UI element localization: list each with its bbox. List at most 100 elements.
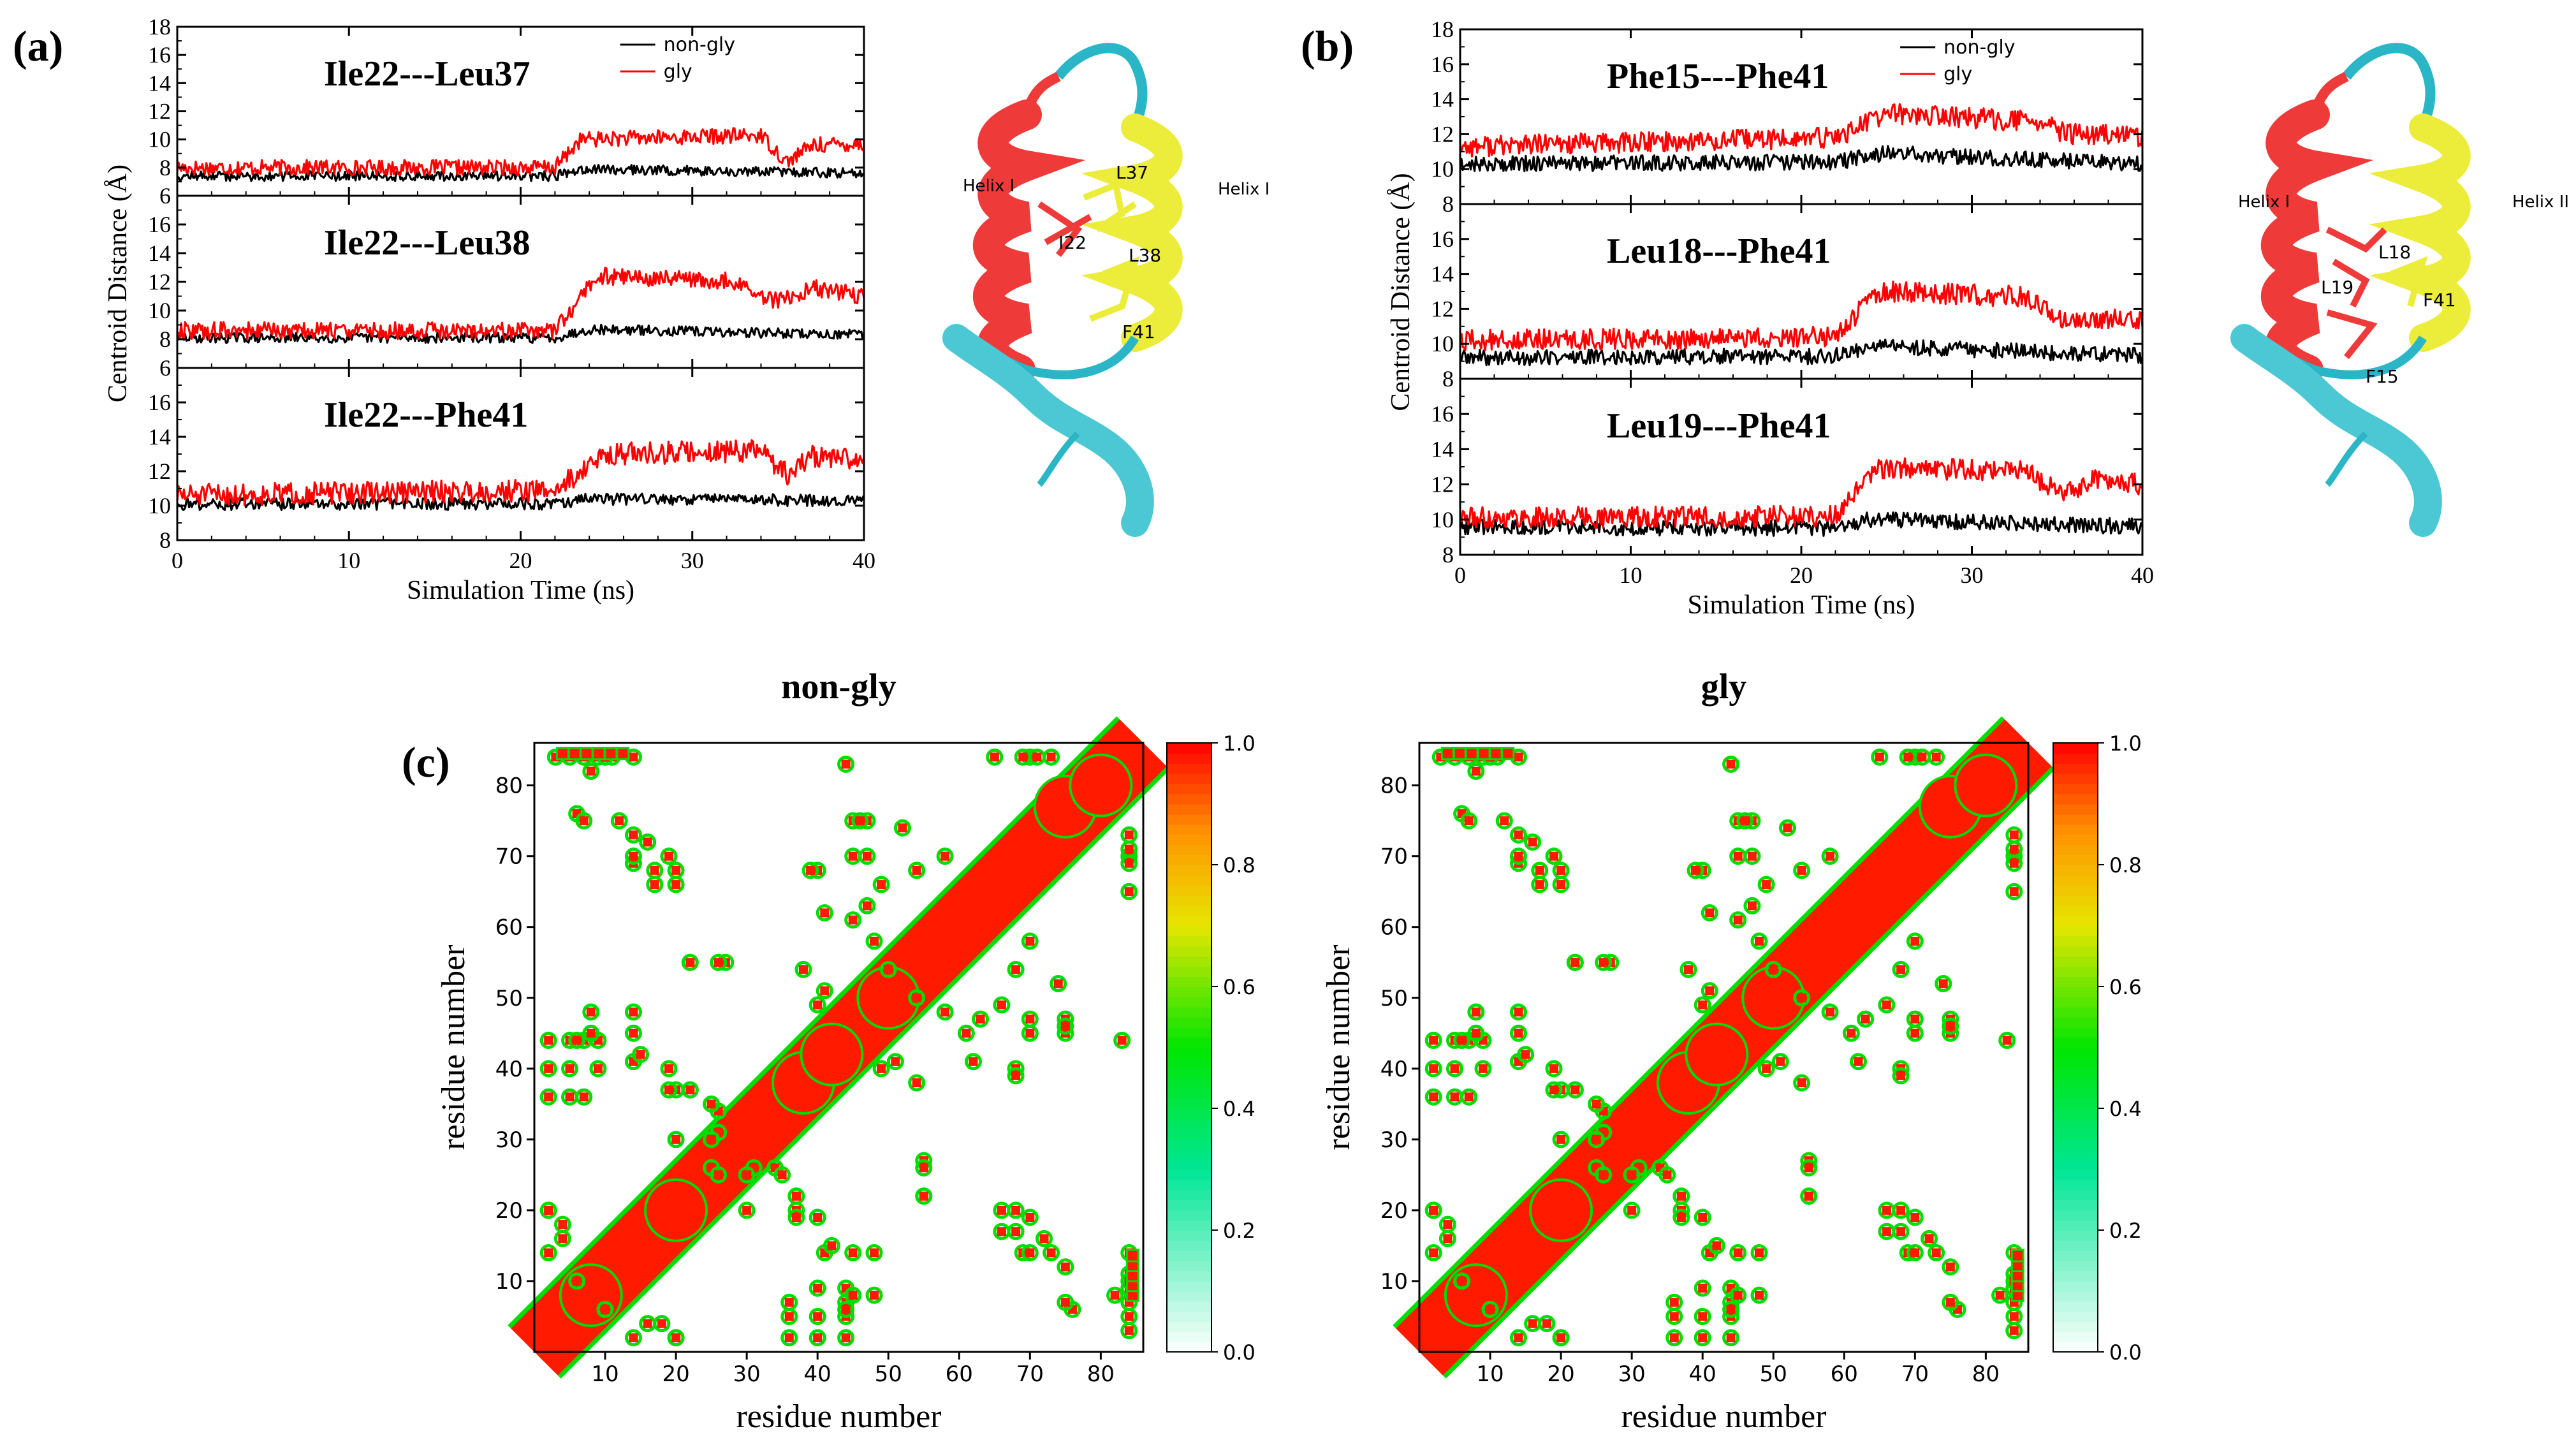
contact-point xyxy=(1450,1092,1460,1102)
helix-1-ribbon xyxy=(973,99,1086,385)
contact-point xyxy=(1797,1078,1806,1088)
colorbar-segment xyxy=(1167,976,1211,987)
contact-ring xyxy=(1595,953,1613,971)
contact-ring xyxy=(1509,1329,1527,1347)
y-tick-label: 8 xyxy=(159,326,171,352)
contact-ring xyxy=(568,1031,586,1049)
contact-point xyxy=(940,851,950,861)
sidechain-l18 xyxy=(2325,226,2387,253)
colorbar-segment xyxy=(2053,966,2098,978)
contact-point xyxy=(1032,752,1042,762)
contact-point xyxy=(1945,1022,1955,1031)
contact-point xyxy=(1882,1205,1891,1215)
contact-point xyxy=(990,752,999,762)
contact-point xyxy=(1676,1191,1686,1201)
contact-ring xyxy=(1552,862,1570,879)
contact-point xyxy=(1489,747,1503,761)
contact-ring xyxy=(915,1159,933,1177)
contact-ring xyxy=(1906,1010,1924,1028)
contact-point xyxy=(1570,1085,1580,1095)
contact-ring xyxy=(1021,1208,1039,1226)
contact-ring xyxy=(893,819,911,837)
contact-point xyxy=(1762,880,1771,890)
contact-ring xyxy=(1694,1279,1711,1297)
line-chart-b: 8 10 12 14 16 18 Phe15---Phe41 non-gly gly 8 10 12 1… xyxy=(1386,17,2154,620)
contact-point xyxy=(1025,1029,1035,1038)
contact-point xyxy=(1826,1007,1835,1016)
contact-ring xyxy=(773,1166,791,1184)
contact-ring xyxy=(660,1081,678,1099)
colorbar-segment xyxy=(1167,956,1211,967)
contact-ring xyxy=(844,1286,862,1304)
contact-ring xyxy=(1800,1187,1818,1205)
colorbar-segment xyxy=(2053,1047,2098,1059)
contact-ring xyxy=(1007,1067,1025,1085)
contact-point xyxy=(848,915,858,925)
contact-point xyxy=(1875,752,1884,762)
contact-ring xyxy=(794,960,812,978)
helix-3-ribbon xyxy=(2230,324,2442,537)
contact-ring xyxy=(1057,1258,1074,1276)
contact-point xyxy=(1549,851,1558,861)
contact-point xyxy=(1691,865,1701,875)
contact-ring xyxy=(1467,762,1485,780)
colorbar-segment xyxy=(2053,1067,2098,1079)
x-tick-label: 30 xyxy=(1618,1361,1646,1387)
subplot-title: Ile22---Phe41 xyxy=(324,395,528,435)
colorbar-segment xyxy=(2053,1128,2098,1140)
contact-point xyxy=(841,1305,851,1314)
contact-ring xyxy=(908,989,926,1007)
contact-point xyxy=(1486,1305,1495,1314)
coil-tail xyxy=(1037,431,1080,487)
contact-point xyxy=(643,1319,652,1328)
colorbar-segment xyxy=(1167,1291,1211,1302)
contact-point xyxy=(870,1291,879,1300)
contact-point xyxy=(1662,1170,1672,1180)
contact-point xyxy=(1464,816,1474,826)
contact-ring xyxy=(1106,1286,1124,1304)
x-tick-label: 10 xyxy=(1476,1361,1504,1387)
subplot-frame xyxy=(1459,28,2144,205)
residue-label-l37: L37 xyxy=(1116,162,1148,183)
contact-ring xyxy=(1906,1244,1924,1262)
contact-ring xyxy=(1821,847,1839,865)
contact-point xyxy=(898,823,907,833)
contact-ring xyxy=(780,1307,798,1325)
contact-ring xyxy=(1729,911,1747,929)
colorbar-segment xyxy=(2053,1118,2098,1129)
contact-ring xyxy=(1545,1060,1563,1078)
colorbar-segment xyxy=(1167,1189,1211,1201)
colorbar-segment xyxy=(1167,874,1211,886)
contact-point xyxy=(1500,816,1509,826)
contact-ring xyxy=(908,862,926,879)
y-tick-label: 60 xyxy=(495,915,523,941)
contact-ring xyxy=(858,897,876,914)
contact-ring xyxy=(1694,1208,1711,1226)
contact-ring xyxy=(993,996,1011,1014)
contact-ring xyxy=(1750,1286,1768,1304)
contact-ring xyxy=(858,847,876,865)
protein-structure-a: Helix I Helix I L37 I22 L38 F41 xyxy=(942,43,1270,537)
contact-ring xyxy=(596,1300,614,1318)
contact-ring xyxy=(809,1279,826,1297)
contact-point xyxy=(1453,747,1467,761)
contact-point xyxy=(1931,752,1941,762)
contact-ring xyxy=(1566,1081,1584,1099)
contact-point xyxy=(1429,1064,1438,1073)
contact-point xyxy=(1903,752,1913,762)
contact-ring xyxy=(908,1074,926,1092)
contact-point xyxy=(1124,830,1134,840)
contact-point xyxy=(1882,1000,1891,1009)
contact-point xyxy=(544,1248,553,1258)
contact-point xyxy=(1705,986,1715,995)
colorbar-segment xyxy=(1167,1037,1211,1048)
colorbar-tick-label: 1.0 xyxy=(1223,731,1255,756)
colorbar-segment xyxy=(1167,752,1211,764)
colorbar-segment xyxy=(1167,1199,1211,1211)
colorbar-segment xyxy=(2053,855,2098,865)
contact-point xyxy=(572,1276,582,1286)
contact-ring xyxy=(1694,996,1711,1014)
contact-point xyxy=(777,1170,787,1180)
colorbar-segment xyxy=(1167,824,1211,835)
contact-point xyxy=(1556,865,1566,875)
